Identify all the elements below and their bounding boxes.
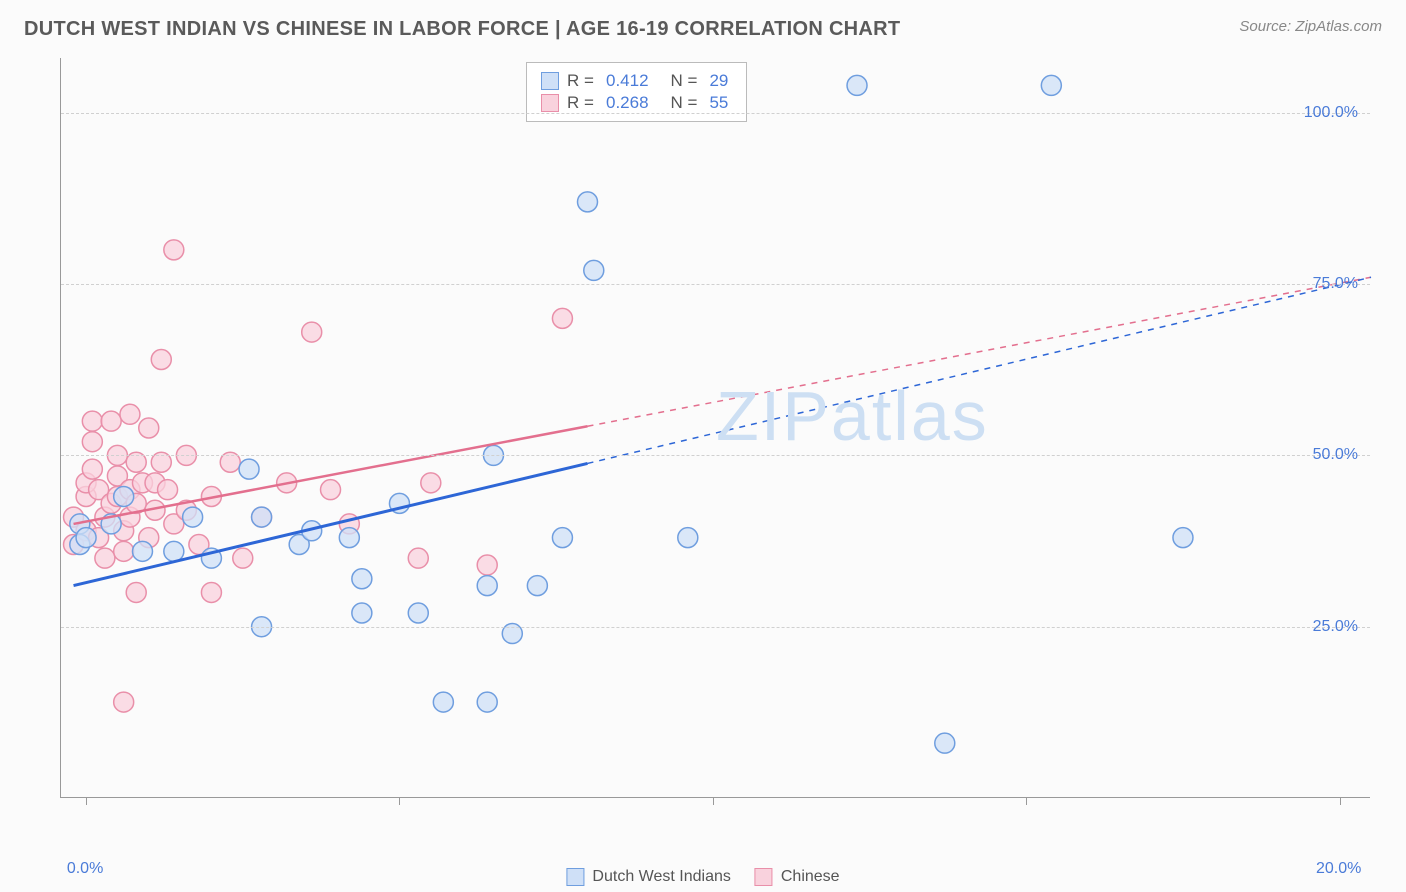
scatter-point-dutch	[433, 692, 453, 712]
scatter-point-chinese	[158, 480, 178, 500]
stat-swatch	[541, 72, 559, 90]
scatter-point-dutch	[183, 507, 203, 527]
scatter-point-chinese	[552, 308, 572, 328]
scatter-point-dutch	[1173, 528, 1193, 548]
scatter-point-dutch	[132, 541, 152, 561]
scatter-point-dutch	[408, 603, 428, 623]
scatter-point-chinese	[114, 692, 134, 712]
x-tick	[399, 797, 400, 805]
scatter-point-dutch	[847, 75, 867, 95]
stat-row: R = 0.268 N = 55	[541, 93, 732, 113]
stat-r-value: 0.412	[606, 71, 649, 91]
stat-n-value: 29	[709, 71, 728, 91]
source-value: ZipAtlas.com	[1295, 18, 1382, 35]
legend-item: Dutch West Indians	[566, 868, 730, 886]
stat-r-value: 0.268	[606, 93, 649, 113]
x-tick	[86, 797, 87, 805]
x-tick	[713, 797, 714, 805]
header: DUTCH WEST INDIAN VS CHINESE IN LABOR FO…	[24, 18, 1382, 41]
trend-line-chinese-ext	[588, 277, 1371, 426]
trend-line-dutch-ext	[588, 277, 1371, 463]
chart-svg	[61, 58, 1370, 797]
scatter-point-dutch	[252, 507, 272, 527]
legend-swatch	[566, 868, 584, 886]
legend-swatch	[755, 868, 773, 886]
scatter-point-dutch	[1041, 75, 1061, 95]
scatter-point-dutch	[584, 260, 604, 280]
scatter-point-chinese	[164, 240, 184, 260]
source-label: Source:	[1239, 18, 1291, 35]
scatter-point-dutch	[477, 692, 497, 712]
chart-title: DUTCH WEST INDIAN VS CHINESE IN LABOR FO…	[24, 18, 900, 41]
grid-line	[61, 113, 1370, 114]
scatter-point-dutch	[339, 528, 359, 548]
scatter-point-chinese	[82, 459, 102, 479]
scatter-point-dutch	[935, 733, 955, 753]
scatter-point-dutch	[114, 487, 134, 507]
scatter-point-chinese	[114, 541, 134, 561]
scatter-point-chinese	[302, 322, 322, 342]
legend-label: Chinese	[781, 868, 840, 886]
grid-line	[61, 455, 1370, 456]
scatter-point-chinese	[321, 480, 341, 500]
bottom-legend: Dutch West Indians Chinese	[566, 868, 839, 886]
y-tick-label: 50.0%	[1313, 446, 1358, 464]
scatter-point-dutch	[678, 528, 698, 548]
legend-label: Dutch West Indians	[592, 868, 730, 886]
scatter-point-chinese	[408, 548, 428, 568]
scatter-point-chinese	[477, 555, 497, 575]
scatter-point-dutch	[352, 603, 372, 623]
chart-container: DUTCH WEST INDIAN VS CHINESE IN LABOR FO…	[0, 0, 1406, 892]
stat-n-label: N =	[671, 71, 698, 91]
stat-row: R = 0.412 N = 29	[541, 71, 732, 91]
stat-swatch	[541, 94, 559, 112]
stat-r-label: R =	[567, 93, 594, 113]
x-tick-label: 20.0%	[1316, 860, 1361, 878]
scatter-point-dutch	[578, 192, 598, 212]
grid-line	[61, 627, 1370, 628]
scatter-point-chinese	[233, 548, 253, 568]
scatter-point-chinese	[151, 349, 171, 369]
y-tick-label: 75.0%	[1313, 275, 1358, 293]
scatter-point-dutch	[239, 459, 259, 479]
plot-area: ZIPatlas R =0.412N =29R =0.268N =55 25.0…	[60, 58, 1370, 798]
y-tick-label: 100.0%	[1304, 104, 1358, 122]
stat-n-value: 55	[709, 93, 728, 113]
scatter-point-chinese	[201, 582, 221, 602]
scatter-point-dutch	[477, 576, 497, 596]
scatter-point-dutch	[352, 569, 372, 589]
scatter-point-chinese	[421, 473, 441, 493]
x-tick-label: 0.0%	[67, 860, 103, 878]
x-tick	[1026, 797, 1027, 805]
scatter-point-chinese	[82, 411, 102, 431]
scatter-point-chinese	[101, 411, 121, 431]
stat-r-label: R =	[567, 71, 594, 91]
scatter-point-chinese	[95, 548, 115, 568]
stat-n-label: N =	[671, 93, 698, 113]
scatter-point-chinese	[82, 432, 102, 452]
scatter-point-dutch	[76, 528, 96, 548]
scatter-point-dutch	[164, 541, 184, 561]
legend-item: Chinese	[755, 868, 840, 886]
y-tick-label: 25.0%	[1313, 618, 1358, 636]
scatter-point-chinese	[139, 418, 159, 438]
scatter-point-chinese	[126, 582, 146, 602]
x-tick	[1340, 797, 1341, 805]
scatter-point-chinese	[120, 404, 140, 424]
scatter-point-dutch	[527, 576, 547, 596]
scatter-point-dutch	[552, 528, 572, 548]
source-attribution: Source: ZipAtlas.com	[1239, 18, 1382, 35]
grid-line	[61, 284, 1370, 285]
